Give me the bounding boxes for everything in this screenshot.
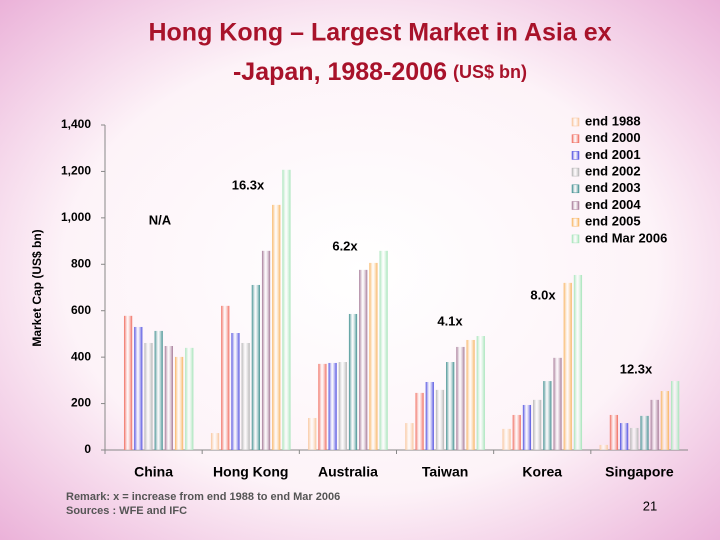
y-tick-label: 400 [71,349,91,363]
annotation: N/A [149,212,172,227]
bar [210,433,220,450]
bar [348,313,358,450]
bar [435,389,445,450]
bar [553,357,562,450]
bar [446,362,455,450]
legend-label: end 2005 [585,214,641,229]
bar [308,417,317,450]
bar [164,346,173,450]
bar [573,274,583,450]
bar [671,381,680,450]
legend-swatch [571,201,580,210]
y-tick-label: 1,200 [61,164,91,178]
legend-swatch [571,217,580,227]
legend-swatch [571,234,580,244]
legend-swatch [571,167,580,177]
bar [272,204,281,450]
bar [415,392,424,450]
bar [154,330,163,450]
legend-label: end 2004 [585,197,641,212]
y-tick-label: 0 [84,442,91,456]
bar [456,346,465,450]
x-tick-label: China [134,464,173,480]
legend-label: end 2002 [585,164,641,179]
bar [318,363,327,450]
chart-title: -Japan, 1988-2006 (US$ bn) [233,58,527,86]
bar [144,342,153,450]
legend-label: end 1988 [585,113,641,128]
y-tick-label: 600 [71,303,91,317]
bar [261,250,271,450]
x-tick-label: Taiwan [422,464,468,480]
y-tick-label: 1,400 [61,117,91,131]
chart-title: -Japan, 1988-2006 [233,58,447,86]
bar [251,284,260,450]
bar [660,391,670,450]
bar [231,333,240,450]
bar [620,423,629,450]
bar [599,444,608,450]
bar [134,326,143,450]
bar [650,399,659,450]
bar [123,315,133,450]
chart-title: Hong Kong – Largest Market in Asia ex [148,19,611,47]
legend-swatch [571,151,580,160]
bar [369,262,378,450]
legend-label: end 2003 [585,180,641,195]
remark: Sources : WFE and IFC [66,505,187,517]
legend-label: end 2001 [585,147,641,162]
bar [502,428,511,450]
x-tick-label: Hong Kong [213,464,288,480]
bar [328,362,337,450]
bar [241,342,250,450]
bar [476,336,485,450]
legend-label: end Mar 2006 [585,230,667,245]
y-tick-label: 1,000 [61,210,91,224]
page-number: 21 [643,498,657,513]
bar [425,381,434,450]
y-tick-label: 200 [71,396,91,410]
bar [174,356,184,450]
remark: Remark: x = increase from end 1988 to en… [66,491,340,503]
x-tick-label: Singapore [605,464,674,480]
bar [543,381,552,450]
bar [512,414,521,450]
annotation: 8.0x [530,287,556,302]
bar [379,250,388,450]
annotation: 12.3x [620,361,653,376]
annotation: 4.1x [437,313,463,328]
bar [533,399,542,450]
legend-swatch [571,117,580,127]
bar [221,305,230,450]
bar [359,269,368,450]
x-tick-label: Australia [318,464,378,480]
legend-swatch [571,184,580,194]
x-tick-label: Korea [522,464,562,480]
bar [338,362,347,450]
y-axis-label: Market Cap (US$ bn) [30,229,44,346]
bar [563,282,572,450]
bar [609,414,619,450]
legend-label: end 2000 [585,130,641,145]
bar [405,423,414,450]
bar [282,169,291,450]
bar [522,404,532,450]
bar [466,339,475,450]
annotation: 16.3x [232,177,265,192]
bar [630,427,639,450]
annotation: 6.2x [332,238,358,253]
legend-swatch [571,134,580,143]
y-tick-label: 800 [71,256,91,270]
chart-title-unit: (US$ bn) [453,62,527,82]
bar [185,347,194,450]
bar [640,415,649,450]
